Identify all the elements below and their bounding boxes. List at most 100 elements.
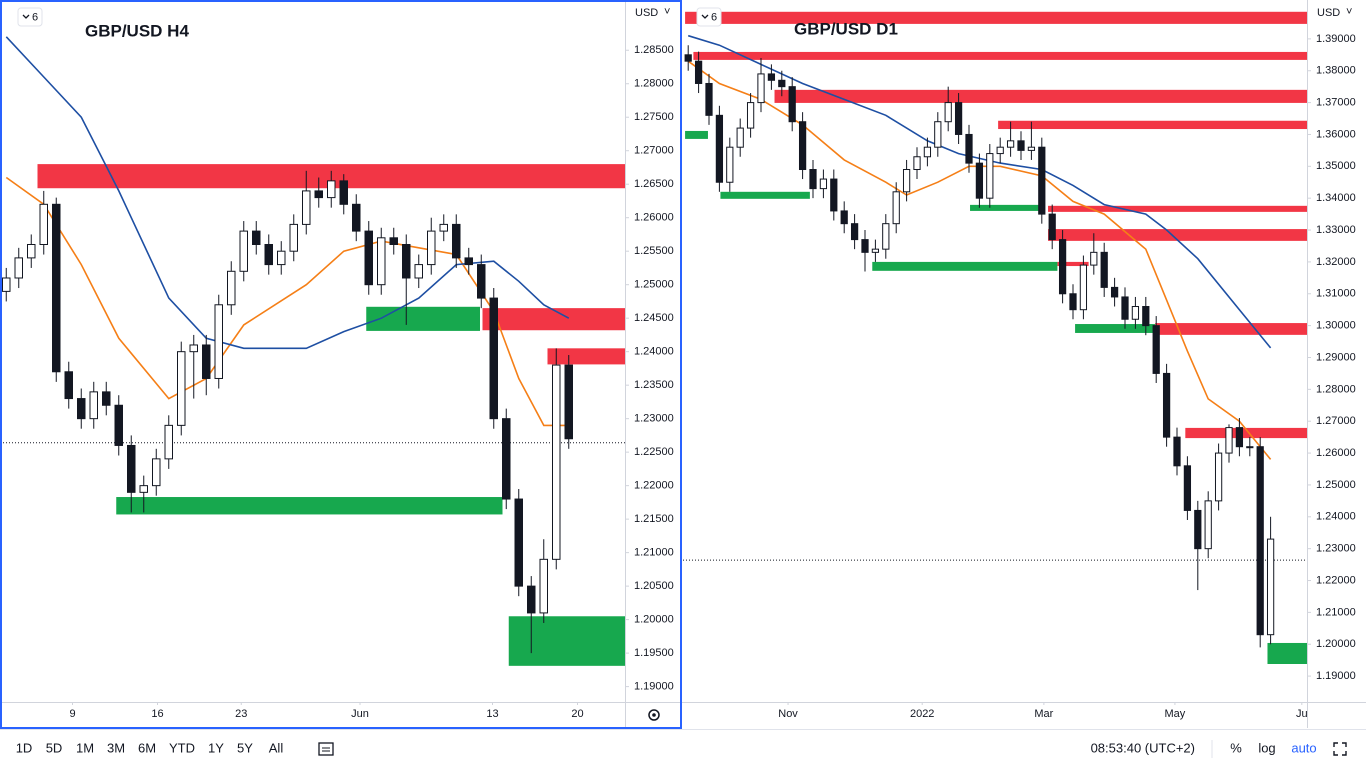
percent-toggle[interactable]: % — [1230, 740, 1242, 755]
y-tick-label: 1.29000 — [1316, 351, 1356, 363]
x-tick-label: Jun — [351, 708, 369, 720]
candle-body — [39, 203, 48, 245]
y-tick-label: 1.27000 — [634, 145, 674, 157]
range-button[interactable]: 1Y — [208, 740, 224, 755]
settings-icon[interactable] — [648, 709, 660, 721]
y-tick-label: 1.22000 — [1316, 574, 1356, 586]
candle-body — [164, 424, 173, 460]
candle-body — [871, 248, 880, 253]
badge-chevron — [701, 14, 709, 19]
candle-body — [27, 243, 36, 259]
candle-body — [986, 153, 994, 199]
candle-body — [427, 230, 436, 266]
y-tick-label: 1.24500 — [634, 312, 674, 324]
candle-body — [1183, 465, 1192, 511]
y-tick-label: 1.28000 — [634, 78, 674, 90]
candle-body — [1100, 251, 1108, 288]
zone — [116, 497, 503, 515]
y-tick-label: 1.26500 — [634, 178, 674, 190]
range-button[interactable]: 5Y — [237, 740, 253, 755]
candle-body — [339, 180, 348, 205]
y-tick-label: 1.23000 — [1316, 543, 1356, 555]
clock: 08:53:40 (UTC+2) — [1091, 740, 1195, 755]
corners — [1333, 742, 1347, 756]
candle-body — [239, 230, 248, 272]
zone — [508, 616, 625, 666]
candle-body — [414, 264, 423, 279]
zone — [366, 306, 480, 331]
y-tick-label: 1.37000 — [1316, 97, 1356, 109]
candle-body — [1110, 286, 1119, 298]
candle-body — [477, 264, 486, 299]
candle-body — [965, 133, 973, 164]
candle-body — [830, 178, 838, 212]
range-button[interactable]: All — [269, 740, 284, 755]
candle-body — [705, 82, 713, 116]
badge-count: 6 — [711, 11, 717, 23]
candle-body — [264, 243, 273, 266]
zone — [1057, 261, 1089, 267]
plot-area — [0, 36, 625, 666]
zone — [1185, 427, 1307, 439]
candle-body — [377, 237, 386, 286]
candle-body — [302, 190, 311, 225]
y-tick-label: 1.31000 — [1316, 288, 1356, 300]
y-tick-label: 1.39000 — [1316, 33, 1356, 45]
range-button[interactable]: 1M — [76, 740, 94, 755]
candle-body — [840, 210, 848, 225]
y-tick-label: 1.33000 — [1316, 224, 1356, 236]
range-button[interactable]: 6M — [138, 740, 156, 755]
candle-body — [514, 498, 523, 587]
collapse-badge[interactable]: 6 — [696, 7, 722, 27]
candle-body — [892, 191, 900, 225]
candle-body — [1048, 213, 1056, 241]
range-button[interactable]: 5D — [46, 740, 63, 755]
candle-body — [177, 351, 186, 426]
candle-body — [527, 585, 536, 614]
candle-body — [1194, 509, 1202, 550]
collapse-badge[interactable]: 6 — [17, 7, 43, 27]
currency-caret: ˅ — [1346, 6, 1352, 18]
range-button[interactable]: 1D — [16, 740, 33, 755]
zone — [482, 308, 625, 331]
x-tick-label: May — [1165, 708, 1186, 720]
compare-icon[interactable] — [318, 742, 334, 756]
candle-body — [1079, 264, 1088, 311]
y-tick-label: 1.26000 — [634, 212, 674, 224]
candle-body — [1090, 251, 1098, 266]
range-button[interactable]: 3M — [107, 740, 125, 755]
candle-body — [1006, 140, 1015, 148]
chart-panel-d1: 1.19000 1.20000 1.21000 1.22000 1.23000 1.240… — [683, 6, 1356, 720]
candle-body — [1204, 500, 1212, 550]
zone — [1267, 642, 1307, 664]
chart-title: GBP/USD H4 — [85, 21, 189, 40]
chart-title: GBP/USD D1 — [794, 19, 898, 38]
currency-label[interactable]: USD — [1317, 7, 1340, 19]
zone — [1048, 205, 1307, 212]
candle-body — [850, 223, 859, 241]
zone — [547, 348, 625, 365]
candle-body — [464, 257, 473, 266]
candle-body — [152, 458, 161, 487]
plot-area — [683, 11, 1307, 664]
zone — [872, 261, 1058, 271]
y-tick-label: 1.35000 — [1316, 160, 1356, 172]
currency-label[interactable]: USD — [635, 7, 658, 19]
range-button[interactable]: YTD — [169, 740, 195, 755]
zone — [970, 204, 1040, 211]
candle-body — [389, 237, 398, 245]
zone — [1075, 324, 1156, 333]
log-toggle[interactable]: log — [1258, 740, 1275, 755]
auto-toggle[interactable]: auto — [1291, 740, 1316, 755]
candle-body — [102, 391, 111, 406]
moving-average — [5, 176, 569, 427]
candle-body — [975, 162, 984, 199]
candle-body — [913, 156, 921, 171]
y-tick-label: 1.21000 — [634, 547, 674, 559]
fullscreen-icon[interactable] — [1333, 742, 1347, 756]
candle-body — [127, 444, 136, 493]
moving-average — [5, 36, 570, 350]
